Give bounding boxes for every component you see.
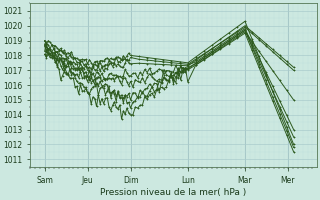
X-axis label: Pression niveau de la mer( hPa ): Pression niveau de la mer( hPa ) — [100, 188, 247, 197]
